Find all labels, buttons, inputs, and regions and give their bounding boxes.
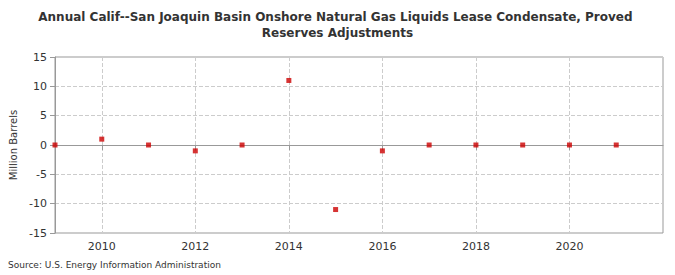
- svg-text:Million Barrels: Million Barrels: [8, 110, 19, 180]
- svg-text:10: 10: [33, 80, 47, 93]
- svg-text:Annual Calif--San Joaquin Basi: Annual Calif--San Joaquin Basin Onshore …: [38, 10, 636, 24]
- svg-text:Reserves Adjustments: Reserves Adjustments: [262, 26, 413, 40]
- svg-text:-5: -5: [36, 168, 47, 181]
- svg-text:2018: 2018: [462, 240, 490, 253]
- svg-text:2020: 2020: [555, 240, 583, 253]
- svg-text:-15: -15: [29, 227, 47, 240]
- svg-text:2010: 2010: [88, 240, 116, 253]
- svg-text:-10: -10: [29, 197, 47, 210]
- svg-text:5: 5: [40, 109, 47, 122]
- svg-text:0: 0: [40, 139, 47, 152]
- svg-text:15: 15: [33, 51, 47, 64]
- svg-text:2014: 2014: [275, 240, 303, 253]
- svg-text:Source: U.S. Energy Informatio: Source: U.S. Energy Information Administ…: [8, 260, 221, 270]
- svg-text:2012: 2012: [181, 240, 209, 253]
- svg-text:2016: 2016: [368, 240, 396, 253]
